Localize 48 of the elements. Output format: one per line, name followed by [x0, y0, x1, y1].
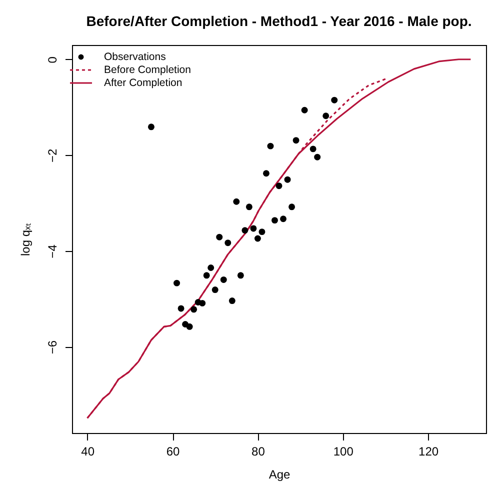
point — [174, 280, 180, 286]
point — [276, 182, 282, 190]
point — [284, 176, 291, 183]
point — [267, 142, 274, 150]
point — [322, 112, 330, 120]
point — [224, 240, 232, 246]
x-tick-label: 120 — [418, 444, 439, 458]
point — [208, 264, 214, 271]
point — [199, 300, 206, 306]
point — [331, 96, 338, 104]
point — [212, 286, 218, 294]
point — [242, 227, 248, 234]
point — [203, 272, 210, 279]
x-tick-label: 80 — [252, 444, 266, 458]
x-tick-label: 40 — [81, 444, 95, 458]
point — [250, 225, 257, 232]
point — [254, 235, 261, 242]
point — [272, 217, 278, 224]
point — [148, 124, 154, 130]
point — [310, 146, 316, 152]
y-axis-title: log qₓₜ — [18, 223, 32, 256]
y-tick-label: 0 — [46, 56, 60, 64]
point — [216, 234, 223, 240]
point — [246, 204, 252, 210]
point — [301, 106, 308, 114]
point — [220, 276, 227, 283]
x-tick-label: 100 — [333, 444, 354, 458]
point — [262, 170, 270, 177]
point — [233, 198, 240, 205]
y-tick-label: −2 — [46, 148, 60, 163]
chart-title: Before/After Completion - Method1 - Year 2016 - Male pop. — [86, 13, 472, 29]
point — [292, 137, 300, 144]
y-tick-label: −4 — [46, 244, 60, 258]
point — [258, 228, 266, 236]
point — [314, 154, 321, 160]
point — [280, 216, 286, 222]
legend-label: Observations — [104, 51, 166, 63]
y-tick-label: −6 — [46, 340, 60, 354]
point — [190, 306, 198, 313]
x-tick-label: 60 — [166, 444, 180, 458]
point — [237, 272, 244, 279]
x-axis-title: Age — [268, 468, 290, 482]
point — [178, 305, 184, 312]
point — [228, 298, 236, 304]
point — [186, 323, 193, 330]
legend-label: Before Completion — [104, 64, 192, 76]
point — [288, 204, 296, 210]
legend-label: After Completion — [104, 77, 182, 89]
